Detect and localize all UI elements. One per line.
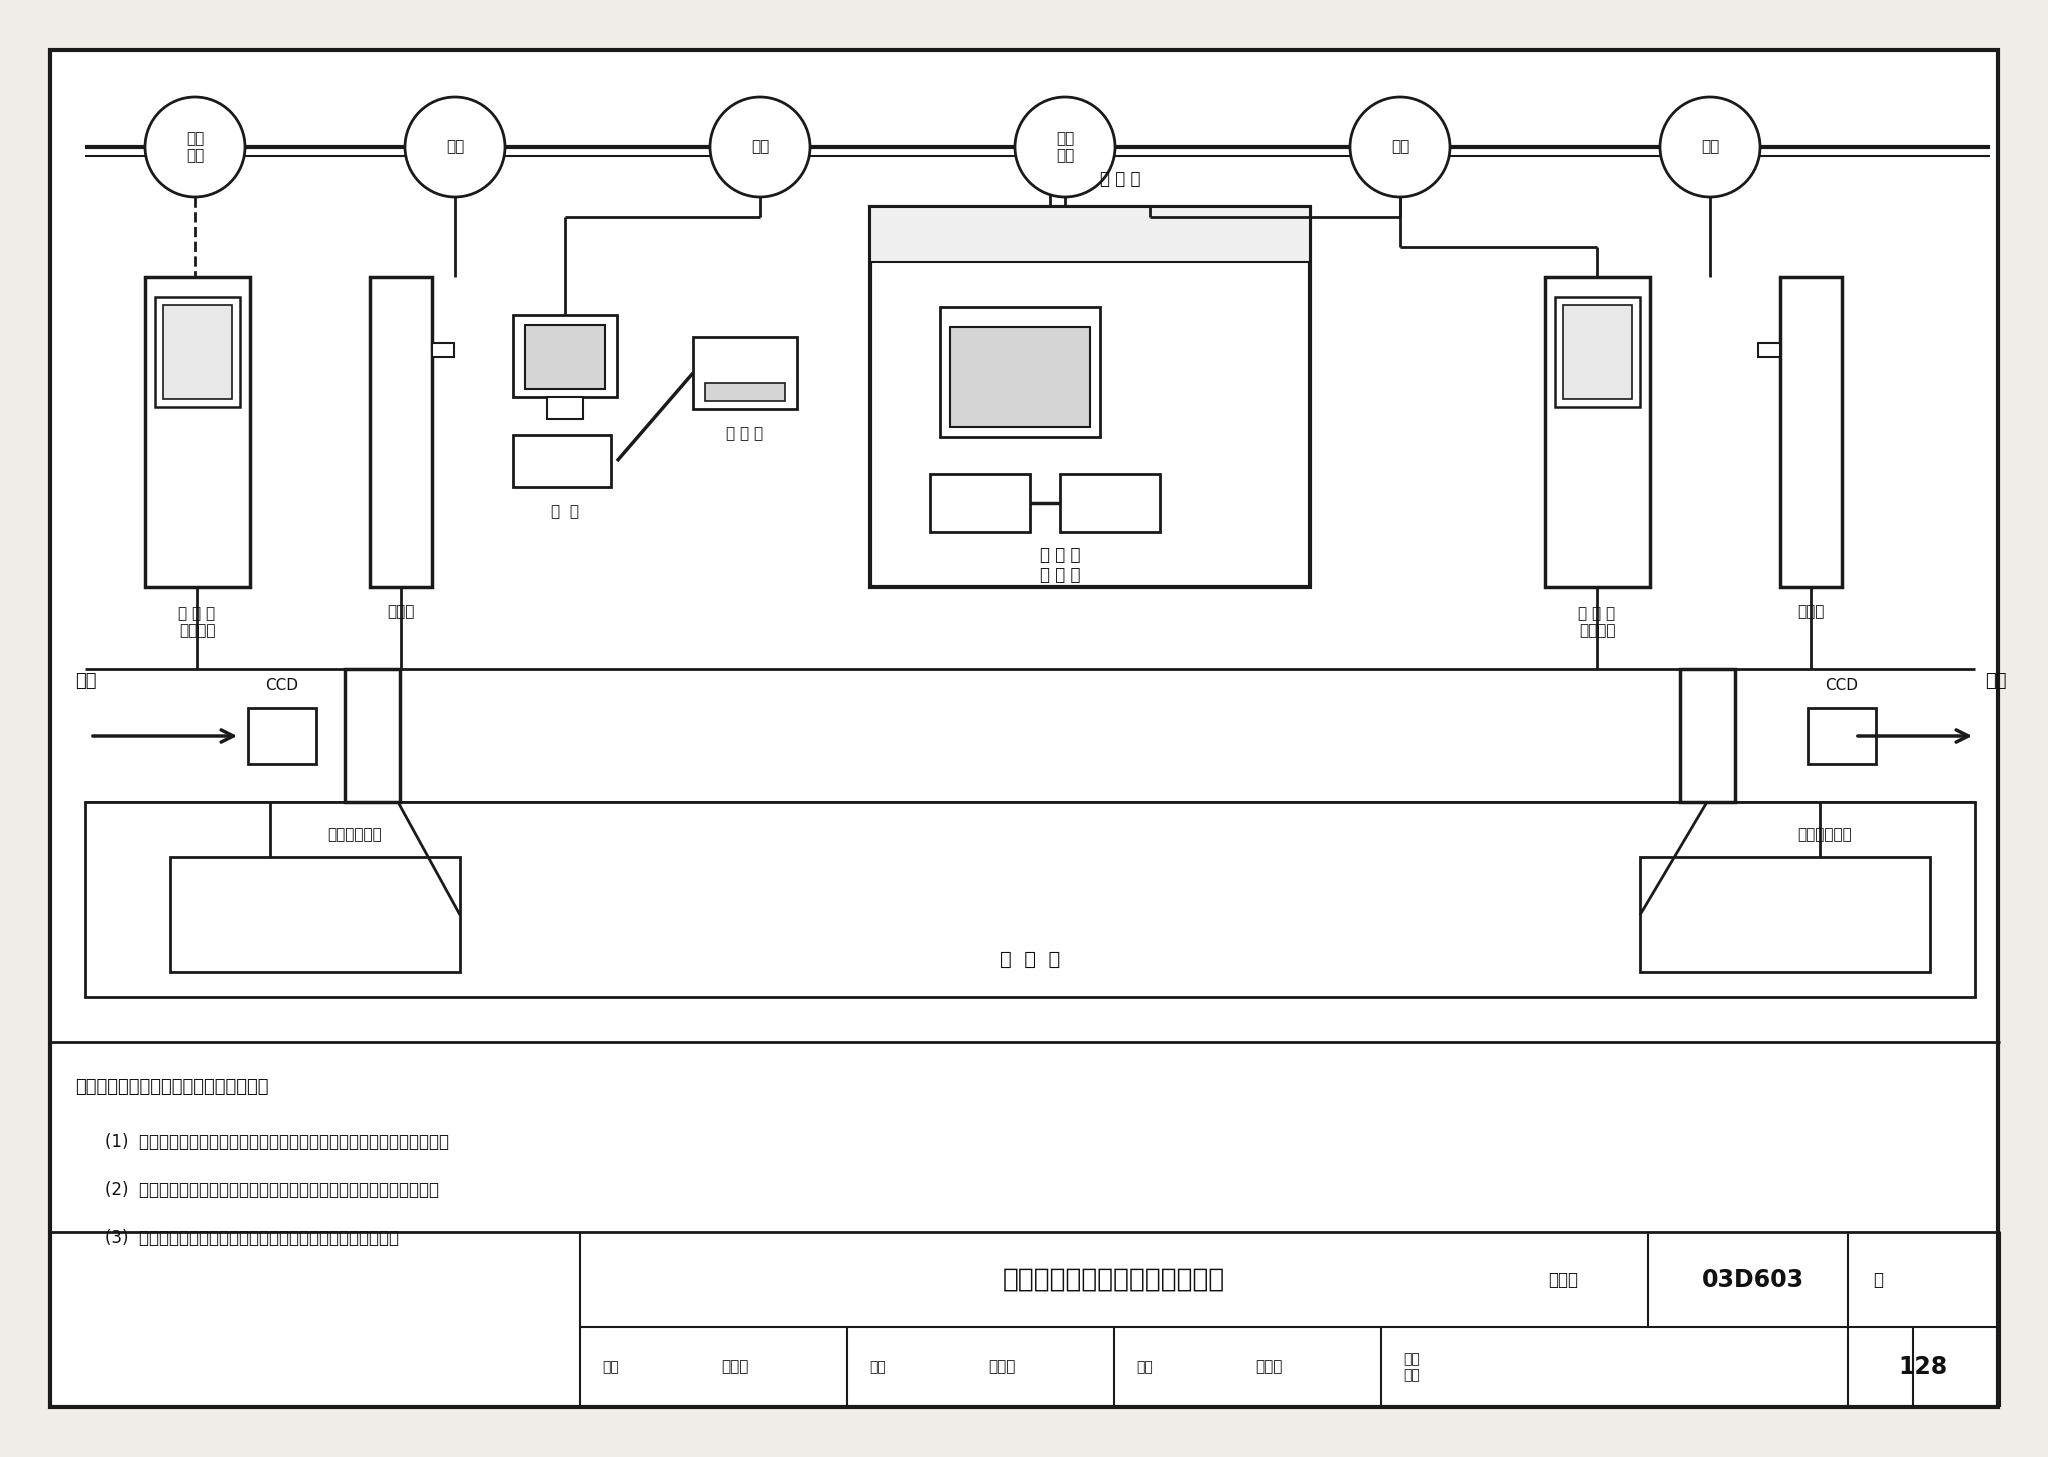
Text: 停车场收费管理系统流程示意图: 停车场收费管理系统流程示意图 [1004,1268,1225,1292]
Text: 控 制 器
显 示 器: 控 制 器 显 示 器 [1040,545,1079,584]
Circle shape [711,98,811,197]
Bar [1544,277,1651,587]
Text: 闸杆机: 闸杆机 [1798,605,1825,619]
Bar [344,669,399,801]
Text: 03D603: 03D603 [1702,1268,1804,1292]
Bar [156,297,240,407]
Text: 开门: 开门 [1702,140,1718,154]
Bar [170,857,461,972]
Text: 说明：管理控制系统一般由三部分组成：: 说明：管理控制系统一般由三部分组成： [76,1078,268,1096]
Text: 验票: 验票 [1391,140,1409,154]
Bar [692,337,797,409]
Text: 页: 页 [1874,1271,1882,1289]
Text: (1)  车辆出入的检测与控制：通常采用环形感应线圈方式或光电检测方式．: (1) 车辆出入的检测与控制：通常采用环形感应线圈方式或光电检测方式． [104,1134,449,1151]
Text: 打 印 机: 打 印 机 [727,427,764,441]
Text: 专业
校对: 专业 校对 [1403,1352,1419,1383]
Text: 图集号: 图集号 [1548,1271,1579,1289]
Bar [1679,669,1735,801]
Circle shape [406,98,506,197]
Text: 验 票 机
或读卡器: 验 票 机 或读卡器 [1579,606,1616,638]
Text: 闸杆机: 闸杆机 [387,605,414,619]
Text: 开门: 开门 [446,140,465,154]
Text: CCD: CCD [1825,679,1858,694]
Bar [164,305,231,399]
Text: 128: 128 [1898,1355,1948,1378]
Text: 环形感应线圈: 环形感应线圈 [1798,828,1851,842]
Bar [1061,474,1159,532]
Text: 吴晓娟: 吴晓娟 [1255,1359,1282,1374]
Bar [145,277,250,587]
Bar [371,277,432,587]
Bar [930,474,1030,532]
Text: 收 费 亭: 收 费 亭 [1100,170,1141,188]
Text: 审核: 审核 [602,1359,618,1374]
Bar [512,315,616,396]
Bar [870,207,1311,587]
Text: 停车: 停车 [752,140,770,154]
Bar [1554,297,1640,407]
Circle shape [1016,98,1114,197]
Bar [248,708,315,763]
Bar [86,801,1974,997]
Bar [1757,342,1780,357]
Bar [950,326,1090,427]
Bar [512,436,610,487]
Text: 环形感应线圈: 环形感应线圈 [328,828,383,842]
Circle shape [1661,98,1759,197]
Bar [870,207,1311,262]
Text: 出口: 出口 [1985,672,2007,691]
Bar [432,342,455,357]
Text: 出 票 机
或读卡器: 出 票 机 或读卡器 [178,606,215,638]
Text: 电  脑: 电 脑 [551,504,580,520]
Text: 设计: 设计 [1137,1359,1153,1374]
Text: 取票
读卡: 取票 读卡 [186,131,205,163]
Bar [1808,708,1876,763]
Text: 付费
读卡: 付费 读卡 [1057,131,1073,163]
Text: 粱秀英: 粱秀英 [989,1359,1016,1374]
Text: 朱南泉: 朱南泉 [721,1359,750,1374]
Bar [524,325,604,389]
Bar [547,396,584,420]
Bar [1563,305,1632,399]
Text: CCD: CCD [266,679,299,694]
Text: (3)  计时收费管理：有无人的自动收费系统，有人管理系统等．: (3) 计时收费管理：有无人的自动收费系统，有人管理系统等． [104,1230,399,1247]
Circle shape [1350,98,1450,197]
Text: 校对: 校对 [868,1359,885,1374]
Bar [1780,277,1841,587]
Text: 进入: 进入 [76,672,96,691]
Bar [705,383,784,401]
Circle shape [145,98,246,197]
Bar [1640,857,1929,972]
Text: 停  车  场: 停 车 场 [999,950,1061,969]
Bar [940,307,1100,437]
Text: (2)  车位和车满的显示与管理：它可用车辆计数方式和车位检测方式等．: (2) 车位和车满的显示与管理：它可用车辆计数方式和车位检测方式等． [104,1182,438,1199]
